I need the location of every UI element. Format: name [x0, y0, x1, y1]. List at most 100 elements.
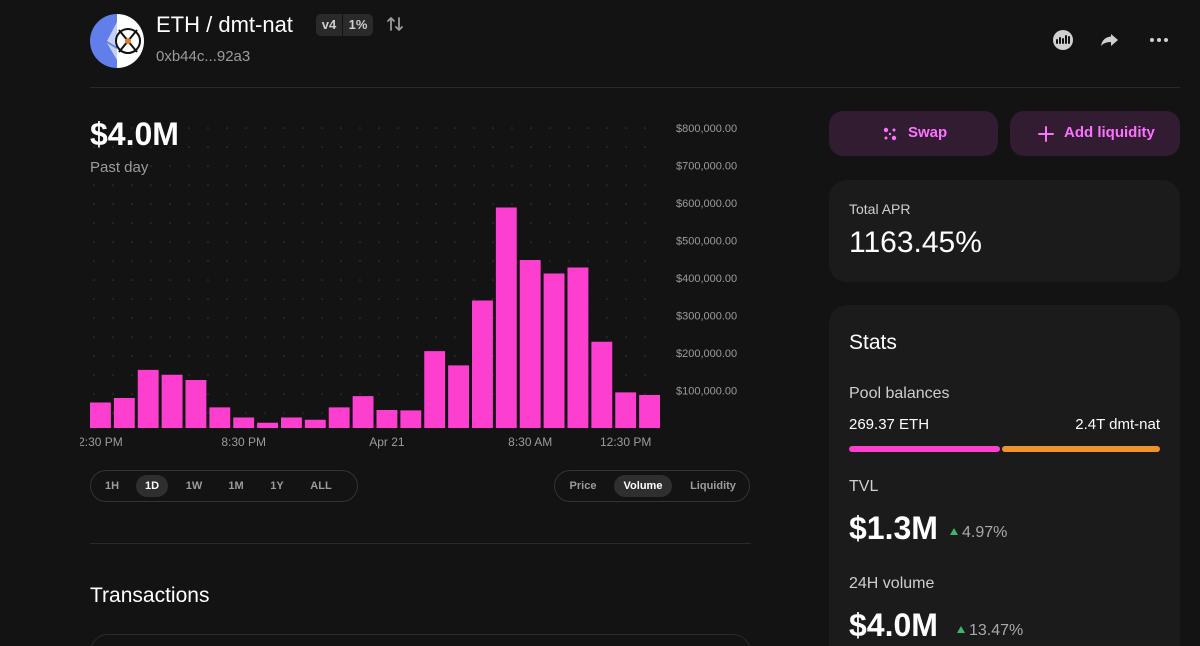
grid-dot — [416, 393, 418, 395]
grid-dot — [473, 298, 475, 300]
grid-dot — [283, 127, 285, 129]
grid-dot — [549, 127, 551, 129]
grid-dot — [131, 393, 133, 395]
grid-dot — [530, 165, 532, 167]
range-1m-button[interactable]: 1M — [228, 480, 244, 492]
range-1h-button[interactable]: 1H — [104, 480, 120, 492]
grid-dot — [264, 298, 266, 300]
range-1d-button[interactable]: 1D — [136, 475, 168, 497]
grid-dot — [245, 355, 247, 357]
grid-dot — [226, 355, 228, 357]
chart-bar — [281, 417, 302, 428]
grid-dot — [549, 260, 551, 262]
swap-button[interactable]: Swap — [829, 111, 998, 156]
chart-type-liquidity-button[interactable]: Liquidity — [690, 480, 736, 492]
grid-dot — [435, 222, 437, 224]
grid-dot — [207, 222, 209, 224]
grid-dot — [644, 355, 646, 357]
range-1y-button[interactable]: 1Y — [270, 480, 284, 492]
grid-dot — [207, 393, 209, 395]
grid-dot — [131, 184, 133, 186]
grid-dot — [492, 260, 494, 262]
chart-bar — [567, 267, 589, 428]
volume-change-value: 13.47% — [969, 622, 1024, 639]
grid-dot — [397, 336, 399, 338]
grid-dot — [150, 203, 152, 205]
grid-dot — [264, 279, 266, 281]
grid-dot — [188, 374, 190, 376]
grid-dot — [302, 298, 304, 300]
grid-dot — [188, 184, 190, 186]
grid-dot — [568, 146, 570, 148]
grid-dot — [340, 184, 342, 186]
grid-dot — [606, 146, 608, 148]
grid-dot — [302, 146, 304, 148]
grid-dot — [226, 146, 228, 148]
grid-dot — [93, 165, 95, 167]
x-tick-label: 12:30 PM — [600, 435, 651, 449]
add-liquidity-button[interactable]: Add liquidity — [1010, 111, 1180, 156]
grid-dot — [454, 317, 456, 319]
grid-dot — [169, 298, 171, 300]
grid-dot — [587, 184, 589, 186]
swap-direction-icon[interactable] — [385, 14, 405, 34]
grid-dot — [283, 412, 285, 414]
stats-title: Stats — [849, 331, 897, 354]
grid-dot — [416, 146, 418, 148]
chart-bar — [233, 417, 255, 428]
grid-dot — [359, 374, 361, 376]
chart-type-volume-button[interactable]: Volume — [614, 475, 672, 497]
tvl-label: TVL — [849, 478, 879, 495]
pool-balance-bar-token — [1002, 446, 1160, 452]
explorer-icon[interactable] — [1051, 28, 1075, 52]
grid-dot — [245, 184, 247, 186]
chart-type-price-button[interactable]: Price — [569, 480, 597, 492]
range-1w-button[interactable]: 1W — [185, 480, 203, 492]
grid-dot — [625, 260, 627, 262]
grid-dot — [416, 355, 418, 357]
pool-balances-label: Pool balances — [849, 385, 950, 402]
grid-dot — [112, 127, 114, 129]
grid-dot — [340, 298, 342, 300]
grid-dot — [188, 355, 190, 357]
grid-dot — [359, 279, 361, 281]
grid-dot — [359, 336, 361, 338]
grid-dot — [340, 203, 342, 205]
grid-dot — [93, 241, 95, 243]
grid-dot — [264, 393, 266, 395]
grid-dot — [511, 165, 513, 167]
chart-bar — [591, 341, 613, 428]
grid-dot — [454, 222, 456, 224]
grid-dot — [169, 184, 171, 186]
pool-address[interactable]: 0xb44c...92a3 — [156, 48, 251, 65]
grid-dot — [416, 127, 418, 129]
chart-bar — [400, 410, 422, 428]
chart-bar — [424, 351, 446, 428]
grid-dot — [378, 393, 380, 395]
grid-dot — [568, 165, 570, 167]
grid-dot — [131, 165, 133, 167]
chart-bar — [304, 419, 326, 428]
grid-dot — [112, 317, 114, 319]
grid-dot — [606, 298, 608, 300]
range-all-button[interactable]: ALL — [310, 480, 332, 492]
up-arrow-icon — [957, 626, 965, 633]
share-icon[interactable] — [1098, 28, 1122, 52]
more-icon[interactable] — [1147, 28, 1171, 52]
grid-dot — [340, 279, 342, 281]
grid-dot — [435, 260, 437, 262]
grid-dot — [150, 355, 152, 357]
grid-dot — [321, 374, 323, 376]
grid-dot — [245, 317, 247, 319]
grid-dot — [93, 317, 95, 319]
chart-bar — [113, 398, 135, 428]
grid-dot — [321, 165, 323, 167]
grid-dot — [644, 165, 646, 167]
y-tick-label: $800,000.00 — [676, 123, 737, 135]
grid-dot — [245, 222, 247, 224]
grid-dot — [511, 184, 513, 186]
grid-dot — [264, 374, 266, 376]
grid-dot — [150, 165, 152, 167]
grid-dot — [625, 317, 627, 319]
grid-dot — [606, 127, 608, 129]
